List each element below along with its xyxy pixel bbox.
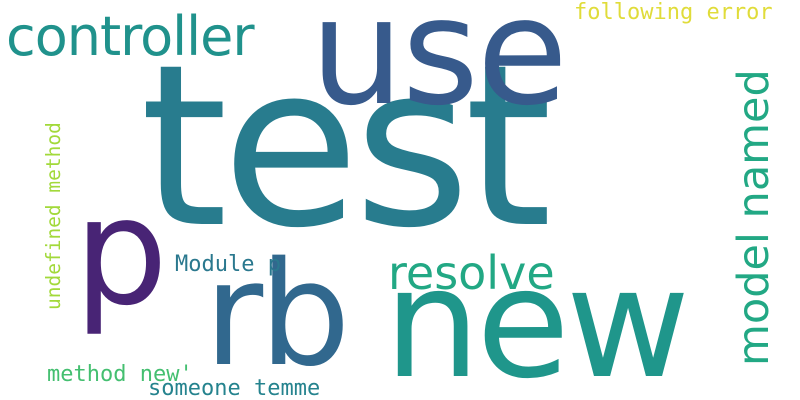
word-p: p: [74, 166, 168, 338]
word-module-p: Module p: [175, 252, 281, 277]
word-method-new: method new': [47, 362, 193, 387]
word-resolve: resolve: [388, 246, 555, 300]
word-controller: controller: [6, 5, 255, 68]
word-rb: rb: [204, 230, 351, 398]
word-new: new: [384, 235, 690, 400]
word-following-error: following error: [574, 0, 773, 25]
word-undefined-method: undefined method: [42, 122, 65, 310]
word-someone-temme: someone temme: [148, 376, 321, 400]
word-test: test: [140, 16, 552, 277]
word-use: use: [310, 0, 568, 138]
word-model-named: model named: [729, 69, 779, 366]
